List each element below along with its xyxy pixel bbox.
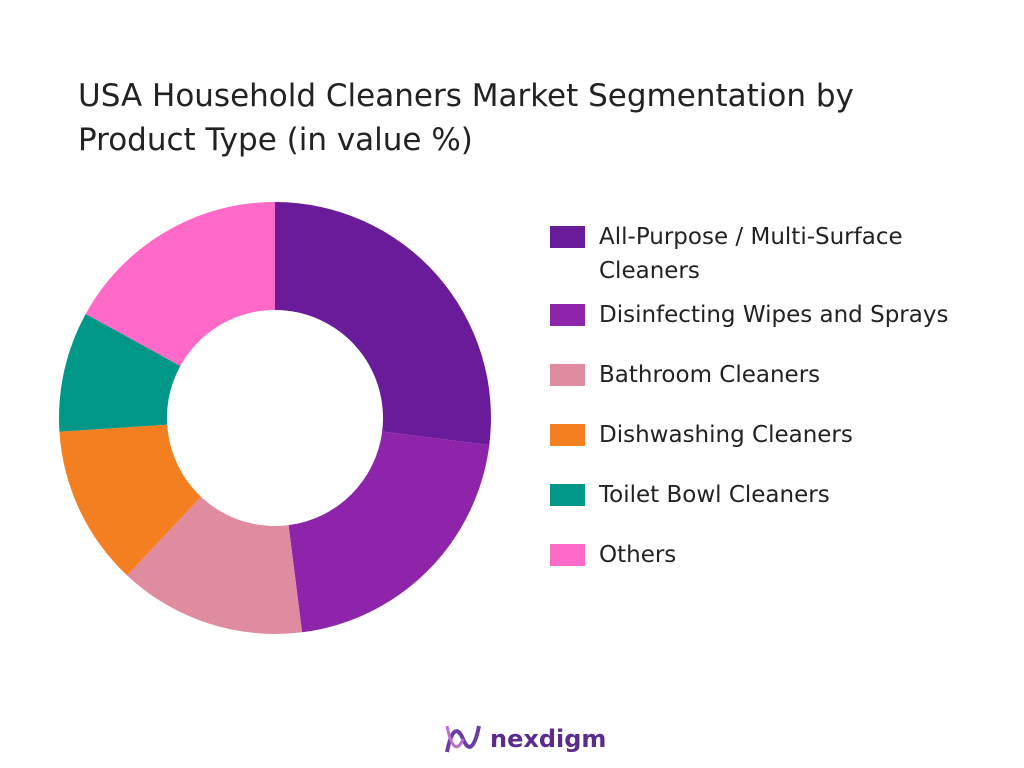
legend-swatch (550, 424, 585, 446)
legend-swatch (550, 304, 585, 326)
legend-swatch (550, 226, 585, 248)
legend-label: All-Purpose / Multi-Surface Cleaners (599, 224, 903, 284)
legend-label: Bathroom Cleaners (599, 362, 821, 388)
legend: All-Purpose / Multi-Surface Cleaners Disi… (550, 220, 1010, 572)
legend-item: Dishwashing Cleaners (550, 418, 1010, 452)
legend-label: Others (599, 542, 677, 568)
donut-slice (85, 202, 275, 366)
chart-title: USA Household Cleaners Market Segmentati… (78, 78, 854, 158)
legend-label: Dishwashing Cleaners (599, 422, 853, 448)
donut-chart (59, 202, 491, 634)
legend-label: Toilet Bowl Cleaners (599, 482, 830, 508)
legend-item: Toilet Bowl Cleaners (550, 478, 1010, 512)
donut-slice (275, 202, 491, 446)
legend-item: Others (550, 538, 1010, 572)
donut-slice (127, 496, 303, 634)
legend-swatch (550, 544, 585, 566)
donut-slice (59, 313, 181, 432)
logo: nexdigm (444, 722, 606, 756)
logo-icon (445, 725, 481, 753)
logo-text: nexdigm (490, 725, 607, 753)
donut-slice (288, 431, 490, 633)
legend-item: Disinfecting Wipes and Sprays (550, 298, 1010, 332)
legend-item: All-Purpose / Multi-Surface Cleaners (550, 220, 1010, 288)
legend-swatch (550, 484, 585, 506)
donut-slice (59, 424, 202, 576)
legend-label: Disinfecting Wipes and Sprays (599, 302, 949, 328)
legend-item: Bathroom Cleaners (550, 358, 1010, 392)
legend-swatch (550, 364, 585, 386)
